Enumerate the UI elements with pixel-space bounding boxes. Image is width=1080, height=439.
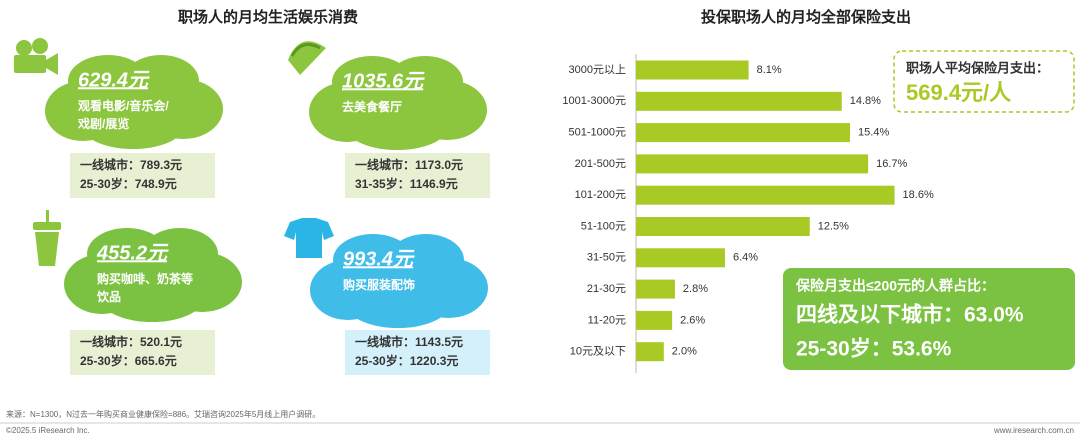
category-label: 31-50元 (587, 252, 626, 264)
left-title: 职场人的月均生活娱乐消费 (178, 8, 358, 26)
bar (636, 248, 725, 268)
bar (636, 60, 749, 80)
cloud-part (123, 55, 199, 107)
stats-line: 一线城市：789.3元 (80, 157, 182, 172)
footer-source: 来源：N=1300，N过去一年购买商业健康保险=886。艾瑞咨询2025年5月线… (6, 409, 320, 419)
stats-box (70, 153, 215, 198)
cloud-amount: 1035.6元 (342, 70, 425, 92)
bar (636, 310, 673, 330)
bar (636, 217, 810, 236)
stats-box (70, 330, 215, 375)
cloud-part (388, 234, 464, 286)
cloud-label: 去美食餐厅 (342, 99, 402, 114)
stats-line: 25-30岁：748.9元 (80, 176, 177, 191)
cloud-part (87, 228, 167, 280)
footer-copyright: ©2025.5 iResearch Inc. (6, 426, 90, 435)
cup-icon (33, 210, 61, 266)
share-callout-line: 25-30岁：53.6% (796, 337, 952, 361)
value-label: 2.0% (672, 346, 697, 358)
bar (636, 342, 664, 362)
bar (636, 91, 842, 111)
average-callout-box (893, 50, 1075, 113)
category-label: 1001-3000元 (562, 95, 626, 107)
cloud-part (83, 105, 183, 149)
bar (636, 123, 851, 143)
cloud-label: 饮品 (96, 289, 121, 304)
cloud (45, 55, 223, 149)
value-label: 2.6% (680, 314, 705, 326)
bar (636, 279, 675, 299)
share-callout-box (783, 268, 1075, 370)
cloud-label: 戏剧/展览 (77, 116, 129, 131)
stats-line: 一线城市：1143.5元 (355, 334, 463, 349)
footer-website: www.iresearch.com.cn (993, 426, 1074, 435)
bar (636, 185, 895, 205)
share-callout-label: 保险月支出≤200元的人群占比： (795, 278, 995, 294)
category-label: 51-100元 (581, 220, 626, 232)
stats-line: 25-30岁：1220.3元 (355, 353, 458, 368)
category-label: 101-200元 (575, 189, 626, 201)
value-label: 18.6% (903, 189, 934, 201)
cloud-part (142, 228, 218, 280)
cloud-amount: 629.4元 (78, 69, 150, 91)
cloud-amount: 455.2元 (96, 242, 169, 264)
cloud-part (347, 106, 447, 150)
value-label: 15.4% (858, 127, 889, 139)
category-label: 21-30元 (587, 283, 626, 295)
chart-title: 投保职场人的月均全部保险支出 (701, 8, 911, 26)
cloud (64, 228, 242, 322)
stats-box (345, 330, 490, 375)
cloud-label: 观看电影/音乐会/ (78, 98, 169, 113)
average-callout-value: 569.4元/人 (906, 80, 1011, 105)
cloud-part (387, 56, 463, 108)
share-callout-line: 四线及以下城市：63.0% (796, 303, 1024, 327)
cloud-amount: 993.4元 (343, 248, 415, 270)
stats-line: 一线城市：1173.0元 (355, 157, 463, 172)
stats-line: 31-35岁：1146.9元 (355, 176, 458, 191)
value-label: 8.1% (757, 64, 782, 76)
cloud (310, 234, 488, 328)
cloud (309, 56, 487, 150)
stats-box (345, 153, 490, 198)
category-label: 501-1000元 (569, 127, 627, 139)
value-label: 16.7% (876, 158, 907, 170)
stats-line: 25-30岁：665.6元 (80, 353, 177, 368)
category-label: 10元及以下 (570, 346, 626, 358)
cloud-part (102, 278, 202, 322)
category-label: 11-20元 (588, 314, 626, 326)
value-label: 14.8% (850, 95, 881, 107)
average-callout-label: 职场人平均保险月支出： (906, 60, 1049, 75)
camera-icon (14, 38, 58, 75)
bar (636, 154, 869, 174)
category-label: 201-500元 (575, 158, 626, 170)
cloud-label: 购买咖啡、奶茶等 (97, 271, 193, 286)
cloud-part (333, 234, 413, 286)
cloud-part (332, 56, 412, 108)
taco-icon (288, 41, 326, 75)
value-label: 6.4% (733, 252, 758, 264)
value-label: 2.8% (683, 283, 708, 295)
cloud-part (68, 55, 148, 107)
cloud-part (348, 284, 448, 328)
value-label: 12.5% (818, 220, 849, 232)
cloud-label: 购买服装配饰 (343, 277, 415, 292)
stats-line: 一线城市：520.1元 (80, 334, 182, 349)
shirt-icon (284, 218, 334, 258)
category-label: 3000元以上 (569, 63, 626, 76)
